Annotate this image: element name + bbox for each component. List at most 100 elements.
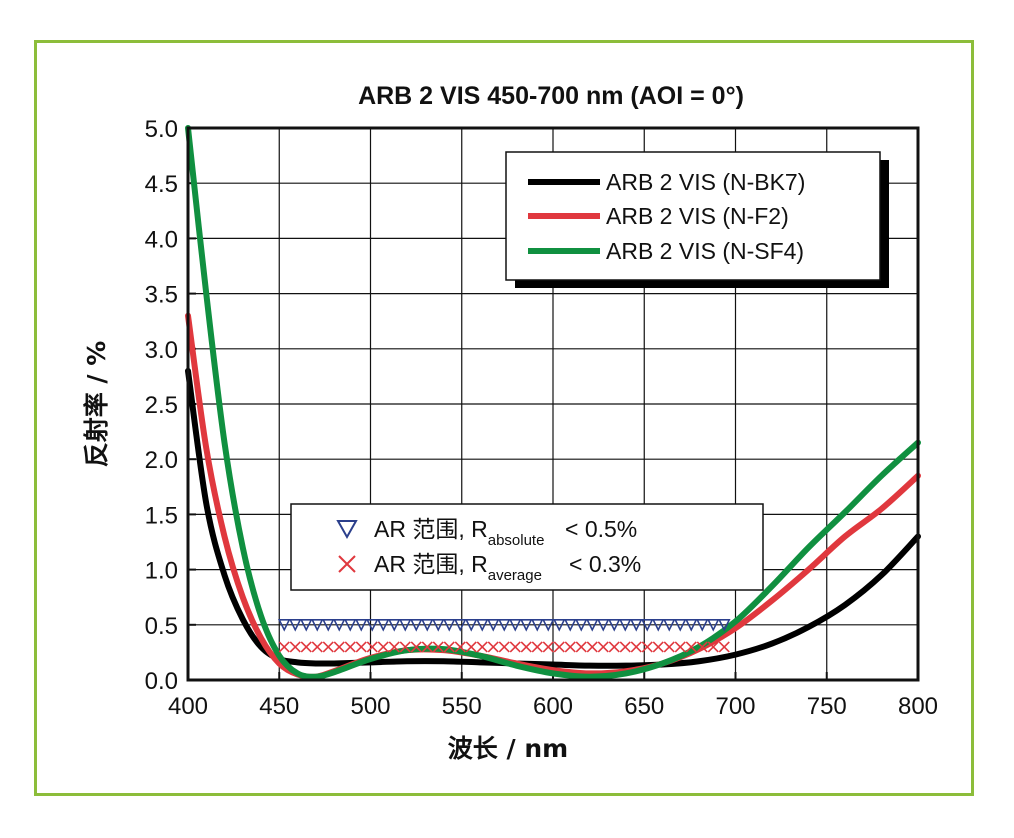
range-marker-x <box>465 641 477 653</box>
range-marker-triangle <box>332 619 346 632</box>
range-marker-x <box>564 641 576 653</box>
range-marker-x <box>366 641 378 653</box>
range-marker-x <box>388 641 400 653</box>
range-marker-triangle <box>563 619 577 632</box>
range-absolute-main: AR 范围, R <box>374 516 488 542</box>
range-marker-x <box>696 641 708 653</box>
range-marker-triangle <box>541 619 555 632</box>
x-mark-icon <box>338 555 356 573</box>
range-marker-triangle <box>310 619 324 632</box>
range-marker-x <box>663 641 675 653</box>
range-marker-x <box>707 641 719 653</box>
range-average-tail: < 0.3% <box>569 551 641 577</box>
range-marker-triangle <box>464 619 478 632</box>
range-marker-triangle <box>409 619 423 632</box>
range-marker-x <box>608 641 620 653</box>
range-marker-x <box>652 641 664 653</box>
range-marker-x <box>520 641 532 653</box>
range-marker-triangle <box>552 619 566 632</box>
y-tick-label: 2.0 <box>145 447 178 474</box>
range-marker-triangle <box>453 619 467 632</box>
range-marker-x <box>630 641 642 653</box>
range-marker-x <box>300 641 312 653</box>
range-marker-x <box>311 641 323 653</box>
x-tick-label: 500 <box>350 693 390 720</box>
y-tick-label: 0.0 <box>145 668 178 695</box>
range-marker-x <box>454 641 466 653</box>
range-marker-triangle <box>706 619 720 632</box>
chart-title: ARB 2 VIS 450-700 nm (AOI = 0°) <box>358 82 744 110</box>
range-legend: AR 范围, Rabsolute < 0.5% AR 范围, Raverage … <box>290 503 764 591</box>
range-marker-triangle <box>640 619 654 632</box>
range-marker-triangle <box>343 619 357 632</box>
range-marker-x <box>575 641 587 653</box>
range-marker-triangle <box>662 619 676 632</box>
range-marker-triangle <box>288 619 302 632</box>
plot-border <box>186 126 920 682</box>
range-marker-triangle <box>651 619 665 632</box>
legend-label-sf4: ARB 2 VIS (N-SF4) <box>606 238 804 264</box>
range-absolute-label: AR 范围, Rabsolute <box>374 516 544 549</box>
range-marker-x <box>333 641 345 653</box>
x-tick-label: 550 <box>442 693 482 720</box>
legend-label-f2: ARB 2 VIS (N-F2) <box>606 203 789 229</box>
range-marker-triangle <box>629 619 643 632</box>
range-average-sub: average <box>488 567 542 584</box>
y-tick-label: 1.0 <box>145 558 178 585</box>
range-marker-triangle <box>321 619 335 632</box>
series-line-bk7 <box>185 367 921 669</box>
range-marker-triangle <box>387 619 401 632</box>
range-marker-x <box>443 641 455 653</box>
range-marker-x <box>487 641 499 653</box>
tick-labels: 400 450 500 550 600 650 700 750 800 0.0 0.5 1.0 1.5 2… <box>145 116 938 720</box>
range-marker-triangle <box>299 619 313 632</box>
range-marker-triangle <box>574 619 588 632</box>
range-marker-x <box>278 641 290 653</box>
range-marker-triangle <box>607 619 621 632</box>
range-absolute-tail: < 0.5% <box>565 516 637 542</box>
range-marker-x <box>410 641 422 653</box>
range-marker-triangle <box>519 619 533 632</box>
range-marker-x <box>377 641 389 653</box>
range-marker-x <box>289 641 301 653</box>
range-marker-x <box>498 641 510 653</box>
range-marker-triangle <box>684 619 698 632</box>
range-marker-triangle <box>398 619 412 632</box>
range-marker-triangle <box>442 619 456 632</box>
x-tick-label: 800 <box>898 693 938 720</box>
range-marker-x <box>542 641 554 653</box>
range-marker-x <box>399 641 411 653</box>
range-marker-triangle <box>497 619 511 632</box>
y-tick-label: 1.5 <box>145 502 178 529</box>
range-marker-triangle <box>585 619 599 632</box>
range-marker-triangle <box>618 619 632 632</box>
range-marker-x <box>685 641 697 653</box>
y-tick-label: 5.0 <box>145 116 178 143</box>
range-marker-triangle <box>365 619 379 632</box>
x-tick-label: 600 <box>533 693 573 720</box>
range-marker-x <box>355 641 367 653</box>
range-marker-triangle <box>596 619 610 632</box>
range-marker-x <box>421 641 433 653</box>
range-average-label: AR 范围, Raverage <box>374 551 542 584</box>
y-tick-label: 0.5 <box>145 613 178 640</box>
range-marker-x <box>344 641 356 653</box>
range-marker-triangle <box>673 619 687 632</box>
range-marker-x <box>432 641 444 653</box>
range-marker-triangle <box>695 619 709 632</box>
range-marker-x <box>476 641 488 653</box>
legend-label-bk7: ARB 2 VIS (N-BK7) <box>606 169 805 195</box>
range-average-main: AR 范围, R <box>374 551 488 577</box>
range-marker-x <box>553 641 565 653</box>
x-tick-label: 750 <box>807 693 847 720</box>
y-tick-label: 3.0 <box>145 337 178 364</box>
series-legend: ARB 2 VIS (N-BK7) ARB 2 VIS (N-F2) ARB 2… <box>505 151 889 288</box>
y-tick-label: 4.5 <box>145 171 178 198</box>
range-marker-triangle <box>475 619 489 632</box>
range-marker-x <box>641 641 653 653</box>
range-marker-x <box>619 641 631 653</box>
chart-frame <box>34 40 974 796</box>
range-marker-x <box>586 641 598 653</box>
range-marker-triangle <box>530 619 544 632</box>
